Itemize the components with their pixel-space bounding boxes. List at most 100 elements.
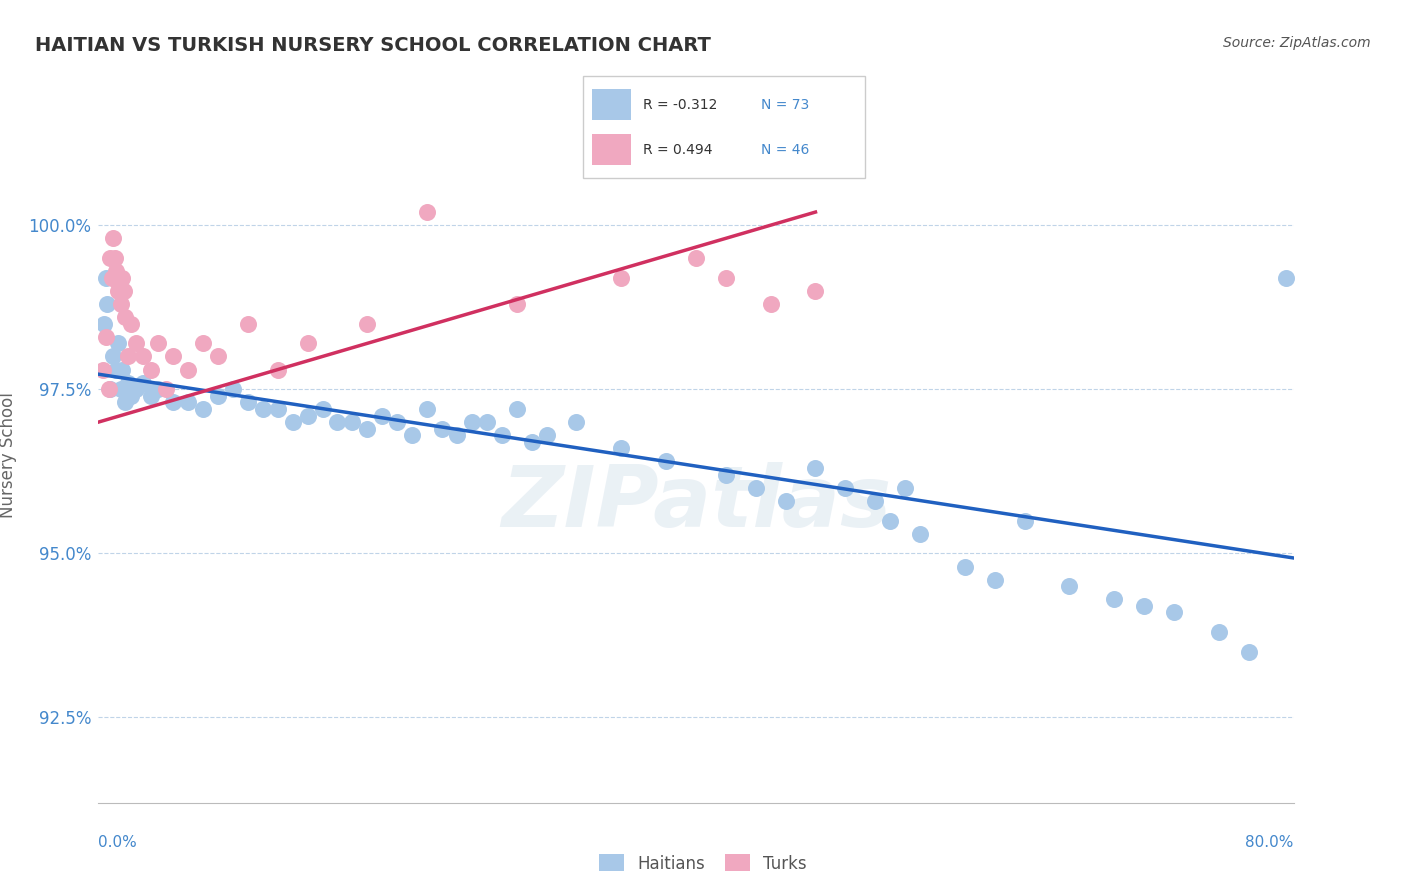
Point	[103, 231, 125, 245]
Point	[983, 573, 1005, 587]
Point	[908, 526, 931, 541]
Y-axis label: Nursery School: Nursery School	[0, 392, 17, 518]
Point	[565, 415, 588, 429]
Text: N = 46: N = 46	[761, 143, 808, 157]
Point	[834, 481, 856, 495]
Point	[863, 494, 886, 508]
Point	[98, 251, 122, 265]
Point	[177, 395, 200, 409]
Point	[104, 251, 127, 265]
Point	[148, 382, 170, 396]
Point	[267, 401, 290, 416]
Point	[804, 284, 827, 298]
Point	[112, 284, 135, 298]
Point	[117, 350, 139, 364]
Point	[385, 415, 409, 429]
Point	[1275, 270, 1298, 285]
Text: Source: ZipAtlas.com: Source: ZipAtlas.com	[1223, 36, 1371, 50]
Point	[114, 310, 136, 324]
Point	[98, 382, 122, 396]
FancyBboxPatch shape	[592, 89, 631, 120]
Point	[759, 297, 782, 311]
Point	[97, 382, 120, 396]
Point	[461, 415, 484, 429]
Point	[94, 330, 117, 344]
Text: R = -0.312: R = -0.312	[643, 97, 717, 112]
Point	[610, 270, 633, 285]
Text: N = 73: N = 73	[761, 97, 808, 112]
Point	[281, 415, 304, 429]
Point	[267, 362, 290, 376]
Point	[745, 481, 768, 495]
Point	[191, 336, 214, 351]
Point	[110, 382, 132, 396]
Point	[125, 382, 148, 396]
Point	[1014, 514, 1036, 528]
Point	[1163, 606, 1185, 620]
Point	[953, 559, 976, 574]
Point	[108, 277, 131, 292]
Point	[94, 270, 117, 285]
Point	[297, 409, 319, 423]
Point	[536, 428, 558, 442]
Point	[101, 270, 124, 285]
Point	[252, 401, 274, 416]
Point	[162, 395, 184, 409]
Point	[103, 350, 125, 364]
Point	[506, 297, 529, 311]
Point	[655, 454, 678, 468]
Point	[222, 382, 245, 396]
Point	[342, 415, 364, 429]
Point	[111, 362, 134, 376]
Point	[207, 350, 229, 364]
Point	[177, 362, 200, 376]
Point	[311, 401, 333, 416]
Text: HAITIAN VS TURKISH NURSERY SCHOOL CORRELATION CHART: HAITIAN VS TURKISH NURSERY SCHOOL CORREL…	[35, 36, 711, 54]
Point	[110, 297, 132, 311]
Point	[714, 270, 737, 285]
Point	[416, 205, 439, 219]
Point	[685, 251, 707, 265]
Point	[236, 317, 259, 331]
FancyBboxPatch shape	[583, 76, 865, 178]
Point	[1237, 645, 1260, 659]
Point	[125, 336, 148, 351]
Point	[1208, 625, 1230, 640]
Point	[894, 481, 917, 495]
Point	[520, 434, 543, 449]
Point	[162, 350, 184, 364]
Point	[207, 389, 229, 403]
Text: 80.0%: 80.0%	[1246, 836, 1294, 850]
Point	[356, 317, 378, 331]
Point	[91, 362, 114, 376]
Point	[446, 428, 468, 442]
Point	[107, 336, 129, 351]
Point	[371, 409, 394, 423]
Legend: Haitians, Turks: Haitians, Turks	[592, 847, 814, 880]
Point	[132, 376, 155, 390]
Point	[775, 494, 797, 508]
Point	[120, 389, 142, 403]
Point	[105, 264, 128, 278]
Point	[401, 428, 423, 442]
Point	[879, 514, 901, 528]
Point	[96, 297, 118, 311]
Point	[120, 317, 142, 331]
Point	[1102, 592, 1125, 607]
Point	[356, 422, 378, 436]
Point	[155, 382, 177, 396]
Point	[114, 395, 136, 409]
Point	[139, 362, 162, 376]
Point	[804, 461, 827, 475]
Point	[105, 362, 128, 376]
Text: ZIPatlas: ZIPatlas	[501, 462, 891, 545]
Point	[107, 284, 129, 298]
Point	[132, 350, 155, 364]
Point	[1059, 579, 1081, 593]
Point	[1133, 599, 1156, 613]
Text: 0.0%: 0.0%	[98, 836, 138, 850]
Point	[148, 336, 170, 351]
Point	[93, 317, 115, 331]
Point	[416, 401, 439, 416]
Point	[111, 270, 134, 285]
